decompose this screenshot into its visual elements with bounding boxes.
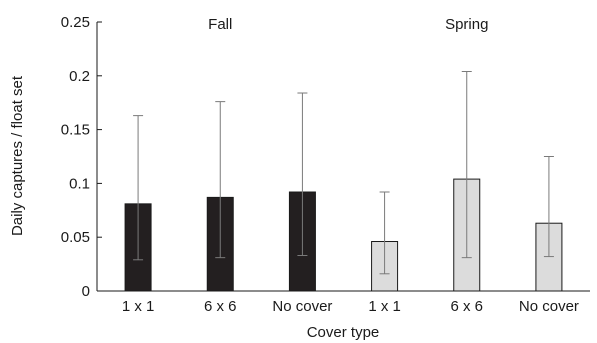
y-tick-label: 0.05 (61, 229, 90, 246)
x-axis: 1 x 1 6 x 6 No cover 1 x 1 6 x 6 No cover (97, 286, 590, 315)
y-axis: 0 0.05 0.1 0.15 0.2 0.25 (61, 14, 102, 300)
group-label: Fall (208, 16, 232, 33)
y-tick-label: 0.2 (69, 68, 90, 85)
x-tick-label: 6 x 6 (204, 298, 237, 315)
x-tick-label: 1 x 1 (368, 298, 401, 315)
x-tick-label: 1 x 1 (122, 298, 155, 315)
y-tick-label: 0.15 (61, 122, 90, 139)
y-axis-label: Daily captures / float set (9, 75, 26, 236)
x-tick-label: No cover (519, 298, 579, 315)
y-tick-label: 0.25 (61, 14, 90, 31)
x-tick-label: 6 x 6 (450, 298, 483, 315)
y-tick-label: 0.1 (69, 175, 90, 192)
group-label: Spring (445, 16, 488, 33)
y-tick-label: 0 (82, 283, 90, 300)
x-tick-label: No cover (272, 298, 332, 315)
x-axis-label: Cover type (307, 324, 380, 341)
